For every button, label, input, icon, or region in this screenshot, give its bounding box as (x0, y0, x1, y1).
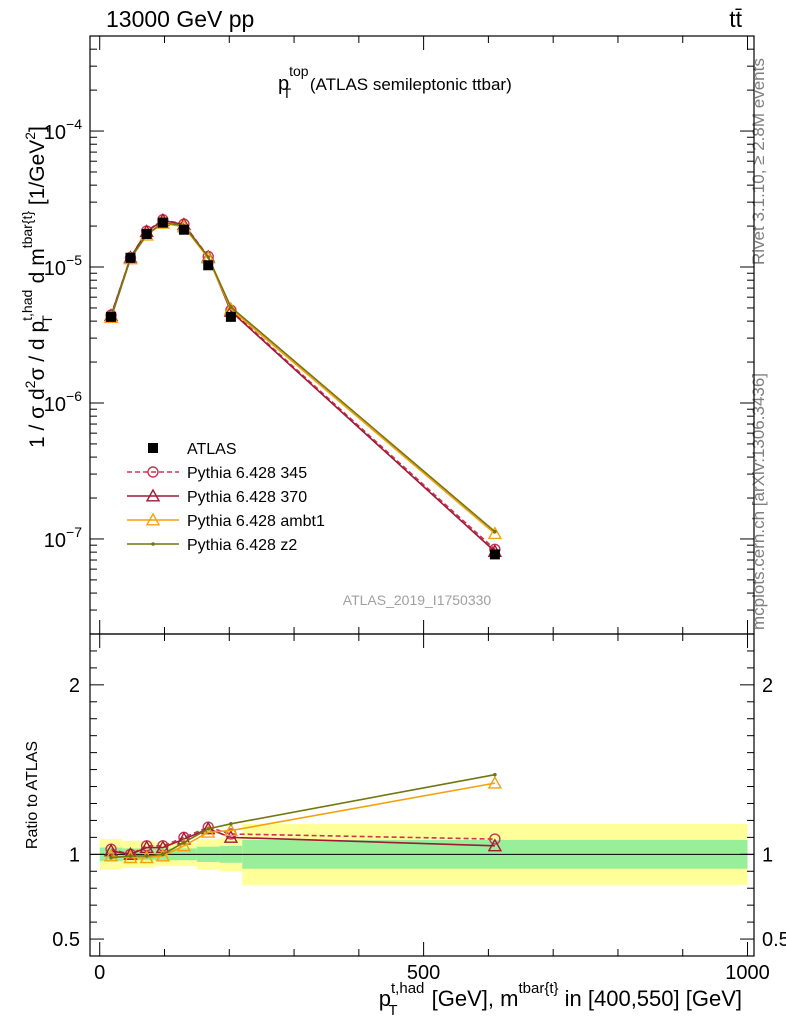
data-point-6 (225, 311, 236, 322)
series-2-ratio-point-1 (123, 850, 138, 864)
y-tick-label-main-2: 10−5 (44, 252, 82, 280)
series-3-point-6 (229, 305, 233, 309)
series-3-point-7 (493, 529, 497, 534)
ylabel-sup2: 2 (22, 380, 38, 388)
legend-label-2: Pythia 6.428 370 (187, 489, 307, 506)
data-point-2 (141, 228, 152, 239)
series-line-ratio-3 (110, 773, 496, 859)
title-rest: (ATLAS semileptonic ttbar) (305, 75, 512, 94)
series-line-ratio-0 (110, 826, 495, 856)
series-2-ratio-point-0 (103, 848, 119, 862)
series-line-main-2 (110, 222, 496, 535)
data-point-4 (178, 224, 189, 235)
collision-label: 13000 GeV pp (106, 6, 254, 32)
y-tick-label-ratio-left-1: 1 (69, 844, 80, 866)
tick-labels: 0 500 1000 10−7 10−6 10−5 10−4 0.5 0.5 1 1 2 2 (44, 116, 786, 984)
xlabel-rest: in [400,550] [GeV] (559, 986, 742, 1011)
xlabel-mid: [GeV], m (426, 986, 519, 1011)
ylabel-sub-t: T (39, 315, 55, 324)
ylabel-sup-had: t,had (19, 290, 35, 321)
series-2-point-7 (487, 526, 503, 540)
series-2-ratio-point-2 (139, 850, 154, 864)
legend-marker-0 (148, 443, 158, 453)
ylabel-dm: d m (26, 248, 49, 289)
series-2-ratio-point-6 (223, 823, 239, 837)
y-tick-label-main-0: 10−7 (44, 524, 82, 552)
x-tick-label-0: 0 (94, 962, 105, 984)
x-tick-label-2: 1000 (725, 962, 770, 984)
legend-label-1: Pythia 6.428 345 (187, 465, 307, 482)
title-sup: top (289, 63, 309, 79)
xlabel-sup2: tbar{t} (518, 980, 558, 997)
series-3-ratio-point-6 (229, 822, 233, 826)
y-tick-label-main-3: 10−4 (44, 116, 82, 144)
title-sub: T (283, 85, 292, 101)
y-tick-label-main-1: 10−6 (44, 388, 82, 416)
y-tick-label-ratio-left-0: 0.5 (52, 929, 80, 951)
analysis-id: ATLAS_2019_I1750330 (343, 592, 492, 608)
mcplots-label: mcplots.cern.ch [arXiv:1306.3436] (749, 373, 768, 630)
xlabel-p: p (379, 986, 391, 1011)
xlabel-sub: T (388, 1002, 397, 1019)
ylabel-sigma: σ / d p (26, 321, 49, 381)
legend-label-0: ATLAS (187, 441, 237, 458)
series-0-ratio-point-7 (489, 833, 501, 845)
y-tick-label-ratio-left-2: 2 (69, 675, 80, 697)
ylabel-sup-tbar: tbar{t} (19, 211, 35, 249)
series-2-ratio-point-5 (201, 824, 216, 838)
legend-label-4: Pythia 6.428 z2 (187, 537, 297, 554)
data-point-0 (106, 311, 117, 322)
data-point-1 (125, 252, 136, 263)
ratio-panel-series (103, 772, 503, 864)
ylabel-close: ] (26, 126, 49, 132)
legend-marker-2 (145, 488, 161, 502)
series-3-ratio-point-2 (144, 854, 149, 858)
ratio-uncertainty-bands (90, 823, 754, 885)
series-3-point-5 (206, 255, 211, 259)
plot-title: ptop T (ATLAS semileptonic ttbar) (278, 63, 512, 101)
y-axis-label-main: 1 / σ d2σ / d pt,had T d mtbar{t} [1/GeV2… (19, 126, 55, 448)
legend: ATLAS Pythia 6.428 345 Pythia 6.428 370 Pyt… (127, 441, 325, 554)
series-3-ratio-point-4 (182, 840, 186, 845)
title-base: p (278, 73, 289, 95)
data-point-7 (489, 549, 500, 560)
ratio-panel-frame (89, 633, 755, 957)
xlabel-sup: t,had (391, 980, 424, 997)
axes (89, 35, 755, 957)
data-point-5 (203, 260, 214, 271)
ylabel-unit: [1/GeV (26, 140, 49, 211)
series-1-ratio-point-1 (123, 846, 138, 860)
series-1-ratio-point-7 (487, 838, 503, 852)
ylabel-prefix: 1 / σ d (26, 388, 49, 448)
y-tick-label-ratio-right-2: 2 (762, 675, 773, 697)
y-tick-label-ratio-right-1: 1 (762, 844, 773, 866)
series-3-ratio-point-1 (128, 854, 133, 858)
legend-label-3: Pythia 6.428 ambt1 (187, 513, 325, 530)
tick-marks (90, 35, 754, 956)
legend-marker-3 (145, 512, 161, 526)
y-axis-label-ratio: Ratio to ATLAS (24, 741, 41, 849)
series-2-ratio-point-7 (487, 775, 503, 789)
x-tick-label-1: 500 (407, 962, 440, 984)
series-3-ratio-point-3 (161, 852, 165, 857)
series-3-ratio-point-0 (109, 855, 113, 860)
data-point-3 (157, 217, 168, 228)
series-1-ratio-point-6 (223, 829, 239, 843)
legend-marker-1 (147, 466, 159, 478)
series-1-ratio-point-0 (103, 843, 119, 857)
process-label: tt̄ (729, 6, 742, 32)
legend-marker-4 (151, 542, 155, 546)
series-3-ratio-point-5 (206, 827, 211, 831)
series-1-ratio-point-3 (155, 840, 171, 854)
series-3-ratio-point-7 (493, 772, 497, 777)
ylabel-unit-sup: 2 (22, 132, 38, 140)
y-tick-label-ratio-right-0: 0.5 (762, 929, 786, 951)
main-panel-series (103, 212, 503, 560)
x-axis-label: pt,had T [GeV], mtbar{t} in [400,550] [Ge… (379, 980, 742, 1019)
series-2-ratio-point-4 (176, 838, 192, 852)
